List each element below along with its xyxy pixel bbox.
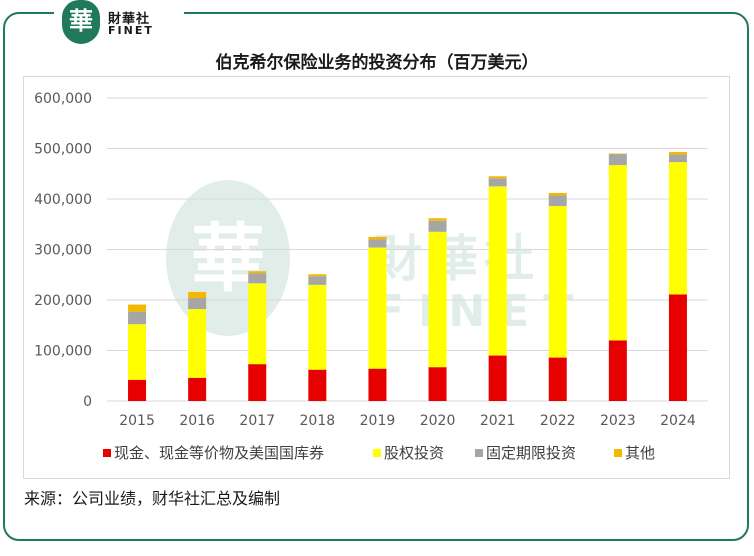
bar-segment (668, 294, 687, 401)
bar-segment (248, 364, 267, 401)
bar-segment (668, 154, 687, 163)
legend-swatch (373, 449, 381, 457)
bar-segment (308, 284, 327, 370)
y-tick-label: 400,000 (34, 192, 92, 208)
bar-segment (188, 297, 207, 310)
x-tick-label: 2015 (119, 413, 155, 429)
bar-segment (308, 369, 327, 401)
x-tick-label: 2024 (660, 413, 696, 429)
bar-segment (248, 273, 267, 284)
y-tick-label: 200,000 (34, 293, 92, 309)
bar-segment (308, 276, 327, 285)
legend-swatch (103, 449, 111, 457)
bar-segment (368, 239, 387, 248)
source-note: 来源：公司业绩，财华社汇总及编制 (24, 489, 281, 508)
y-tick-label: 100,000 (34, 344, 92, 360)
watermark-name-en: FINET (374, 286, 587, 337)
logo-mark: 華 (62, 0, 100, 44)
bar-segment (368, 236, 387, 240)
x-tick-label: 2017 (239, 413, 275, 429)
x-tick-label: 2020 (420, 413, 456, 429)
bar-segment (368, 247, 387, 369)
y-tick-label: 0 (83, 394, 92, 410)
bar-segment (548, 206, 567, 358)
legend-label: 股权投资 (384, 444, 444, 462)
logo-name-cn: 財華社 (108, 12, 151, 27)
y-axis-ticks: 0 100,000 200,000 300,000 400,000 500,000 600,… (34, 91, 92, 410)
chart-area-border (23, 76, 730, 479)
bar-segment (368, 368, 387, 401)
bar-segment (668, 152, 687, 155)
bar-segment (188, 291, 207, 298)
bar-segment (488, 178, 507, 187)
bar-segment (548, 195, 567, 207)
x-tick-label: 2022 (540, 413, 576, 429)
bars (128, 152, 687, 401)
bar-segment (248, 271, 267, 274)
bar-segment (428, 367, 447, 401)
bar-segment (188, 309, 207, 378)
chart-title: 伯克希尔保险业务的投资分布（百万美元） (215, 53, 539, 73)
legend-label: 固定期限投资 (486, 444, 576, 462)
finet-logo: 華 財華社 FINET (54, 0, 184, 44)
bar-segment (488, 186, 507, 356)
bar-segment (548, 192, 567, 196)
outer-frame (3, 12, 749, 541)
bar-segment (668, 162, 687, 295)
logo-name-en: FINET (108, 24, 154, 37)
bar-segment (428, 220, 447, 232)
bar-segment (608, 340, 627, 401)
bar-segment (128, 304, 147, 312)
x-tick-label: 2021 (480, 413, 516, 429)
bar-segment (488, 176, 507, 179)
x-axis-ticks: 2015 2016 2017 2018 2019 2020 2021 2022 2023 2024 (119, 413, 696, 429)
bar-segment (488, 355, 507, 401)
bar-segment (128, 311, 147, 325)
bar-segment (128, 379, 147, 401)
legend-swatch (614, 449, 622, 457)
bar-segment (188, 377, 207, 401)
x-tick-label: 2019 (360, 413, 396, 429)
bar-segment (608, 165, 627, 341)
bar-segment (608, 153, 627, 155)
y-tick-label: 600,000 (34, 91, 92, 107)
watermark-name-cn: 財華社 (372, 230, 540, 288)
legend-swatch (475, 449, 483, 457)
y-tick-label: 500,000 (34, 142, 92, 158)
bar-segment (248, 283, 267, 365)
bar-segment (608, 154, 627, 166)
bar-segment (428, 218, 447, 221)
bar-segment (548, 357, 567, 401)
bar-segment (308, 274, 327, 277)
x-tick-label: 2018 (300, 413, 336, 429)
bar-segment (128, 324, 147, 380)
bar-segment (428, 231, 447, 368)
x-tick-label: 2016 (179, 413, 215, 429)
x-tick-label: 2023 (600, 413, 636, 429)
y-tick-label: 300,000 (34, 243, 92, 259)
legend-label: 现金、现金等价物及美国国库券 (114, 444, 324, 462)
gridlines (107, 97, 708, 402)
legend: 现金、现金等价物及美国国库券 股权投资 固定期限投资 其他 (103, 444, 655, 462)
legend-label: 其他 (625, 444, 655, 462)
